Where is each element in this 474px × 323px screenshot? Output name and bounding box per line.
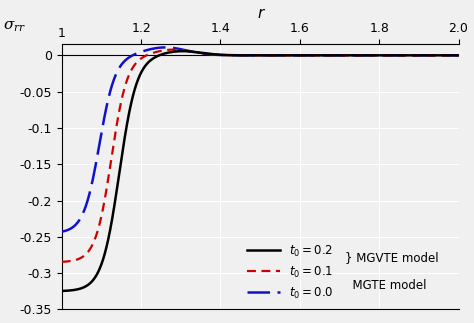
Text: 1: 1	[58, 27, 66, 40]
X-axis label: r: r	[257, 5, 263, 21]
Text: } MGVTE model: } MGVTE model	[346, 251, 439, 264]
Legend: $t_0 = 0.2$, $t_0 = 0.1$, $t_0 = 0.0$: $t_0 = 0.2$, $t_0 = 0.1$, $t_0 = 0.0$	[246, 244, 334, 301]
Text: MGTE model: MGTE model	[346, 279, 427, 292]
Text: $\sigma_{rr}$: $\sigma_{rr}$	[3, 19, 26, 34]
